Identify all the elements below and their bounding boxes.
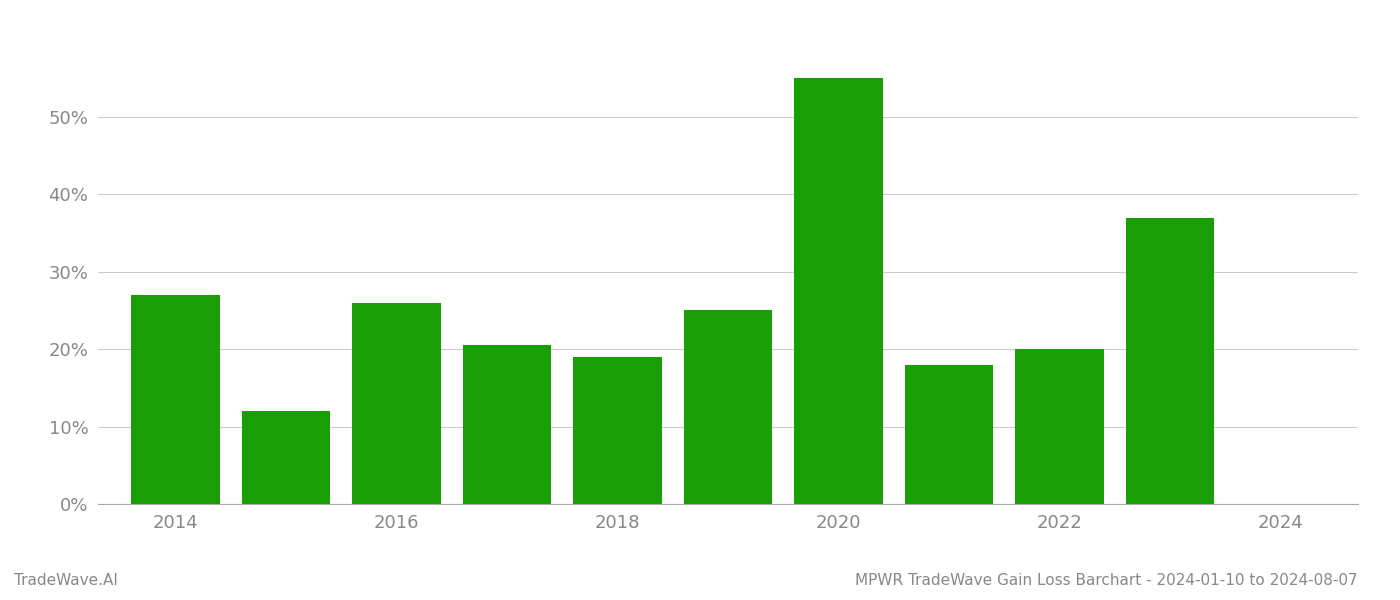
Bar	[573, 357, 662, 504]
Bar	[1126, 218, 1214, 504]
Bar	[794, 78, 883, 504]
Bar	[242, 411, 330, 504]
Bar	[683, 310, 773, 504]
Text: MPWR TradeWave Gain Loss Barchart - 2024-01-10 to 2024-08-07: MPWR TradeWave Gain Loss Barchart - 2024…	[855, 573, 1358, 588]
Bar	[353, 303, 441, 504]
Bar	[463, 345, 552, 504]
Text: TradeWave.AI: TradeWave.AI	[14, 573, 118, 588]
Bar	[132, 295, 220, 504]
Bar	[904, 365, 993, 504]
Bar	[1015, 349, 1103, 504]
